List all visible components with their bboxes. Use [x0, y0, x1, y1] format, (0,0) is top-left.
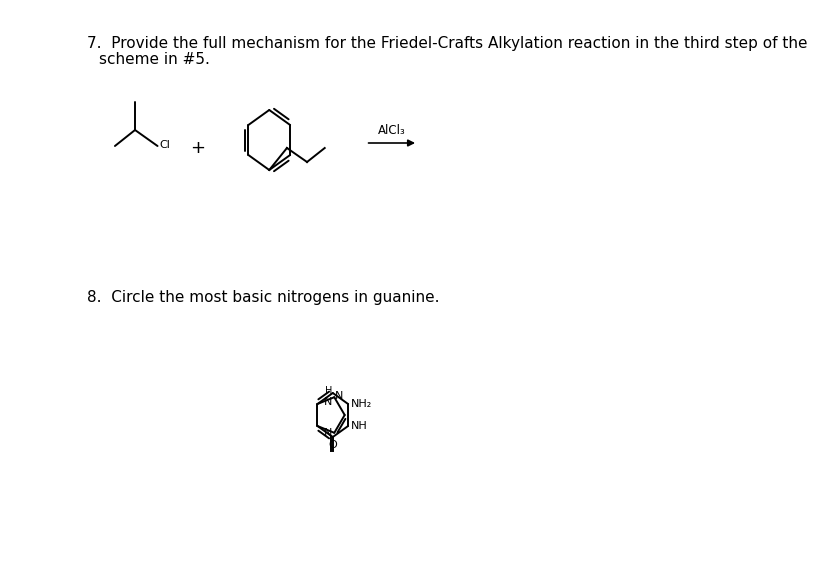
Text: 8.  Circle the most basic nitrogens in guanine.: 8. Circle the most basic nitrogens in gu…	[87, 290, 439, 305]
Text: scheme in #5.: scheme in #5.	[98, 52, 209, 67]
Text: H: H	[325, 386, 332, 396]
Text: 7.  Provide the full mechanism for the Friedel-Crafts Alkylation reaction in the: 7. Provide the full mechanism for the Fr…	[87, 36, 806, 51]
Text: N: N	[324, 428, 332, 438]
Text: +: +	[190, 139, 205, 157]
Text: N: N	[334, 391, 342, 401]
Text: Cl: Cl	[159, 140, 170, 150]
Text: AlCl₃: AlCl₃	[377, 124, 405, 137]
Text: NH: NH	[350, 421, 367, 431]
Text: N: N	[324, 397, 332, 407]
Text: O: O	[328, 440, 337, 450]
Text: NH₂: NH₂	[351, 399, 372, 409]
